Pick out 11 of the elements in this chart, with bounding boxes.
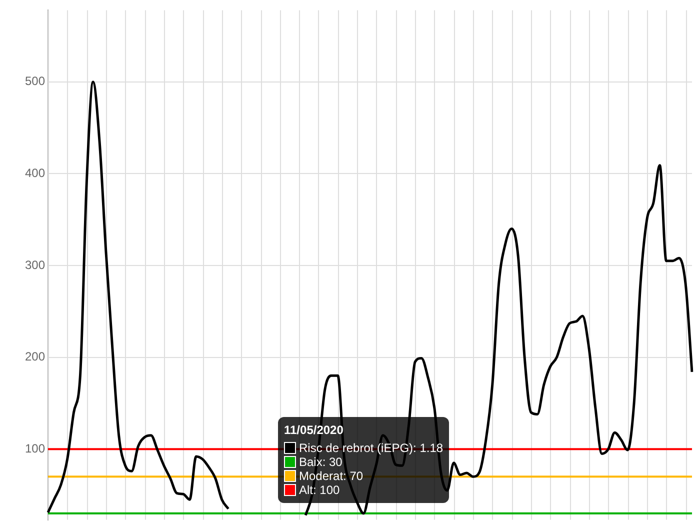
annotation: Risc de rebrot (iEPG): 1.18 [299, 441, 444, 455]
annotation: Moderat: 70 [299, 469, 364, 483]
annotation: 11/05/2020 [284, 423, 344, 437]
annotation: Baix: 30 [299, 455, 342, 469]
annotation: Alt: 100 [299, 483, 340, 497]
y-tick-label: 100 [24, 441, 46, 456]
y-tick-label: 200 [24, 350, 46, 364]
y-tick-label: 300 [24, 258, 46, 272]
y-tick-label: 500 [24, 74, 46, 88]
line-series [46, 80, 230, 514]
y-tick-label: 400 [24, 166, 46, 180]
